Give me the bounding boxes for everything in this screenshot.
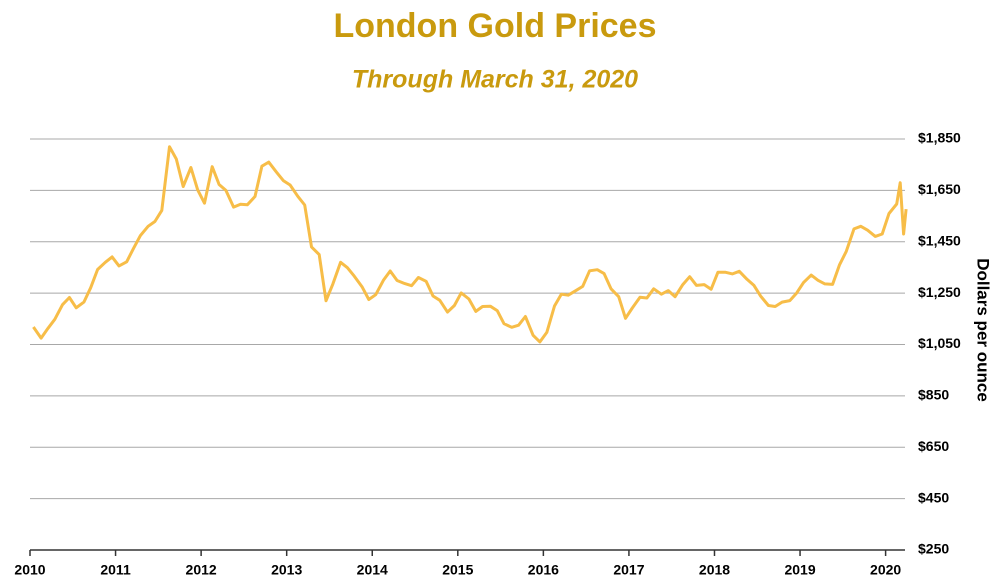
- y-tick-label: $650: [918, 438, 949, 454]
- y-tick-label: $450: [918, 489, 949, 505]
- x-tick-label: 2016: [528, 562, 559, 578]
- y-tick-label: $1,650: [918, 181, 961, 197]
- chart-subtitle: Through March 31, 2020: [352, 66, 638, 94]
- y-tick-label: $1,850: [918, 130, 961, 146]
- x-tick-label: 2012: [186, 562, 217, 578]
- x-tick-label: 2018: [699, 562, 730, 578]
- x-tick-label: 2020: [870, 562, 901, 578]
- x-tick-label: 2013: [271, 562, 302, 578]
- x-tick-label: 2019: [784, 562, 815, 578]
- x-tick-label: 2015: [442, 562, 473, 578]
- price-line: [32, 145, 908, 344]
- chart-title: London Gold Prices: [333, 7, 656, 45]
- y-tick-label: $1,050: [918, 335, 961, 351]
- y-tick-label: $1,250: [918, 284, 961, 300]
- x-tick-label: 2011: [100, 562, 131, 578]
- y-tick-label: $250: [918, 541, 949, 557]
- y-tick-label: $1,450: [918, 232, 961, 248]
- x-tick-label: 2014: [357, 562, 388, 578]
- y-axis-label: Dollars per ounce: [974, 258, 993, 402]
- x-tick-label: 2017: [613, 562, 644, 578]
- y-tick-label: $850: [918, 387, 949, 403]
- x-tick-label: 2010: [14, 562, 45, 578]
